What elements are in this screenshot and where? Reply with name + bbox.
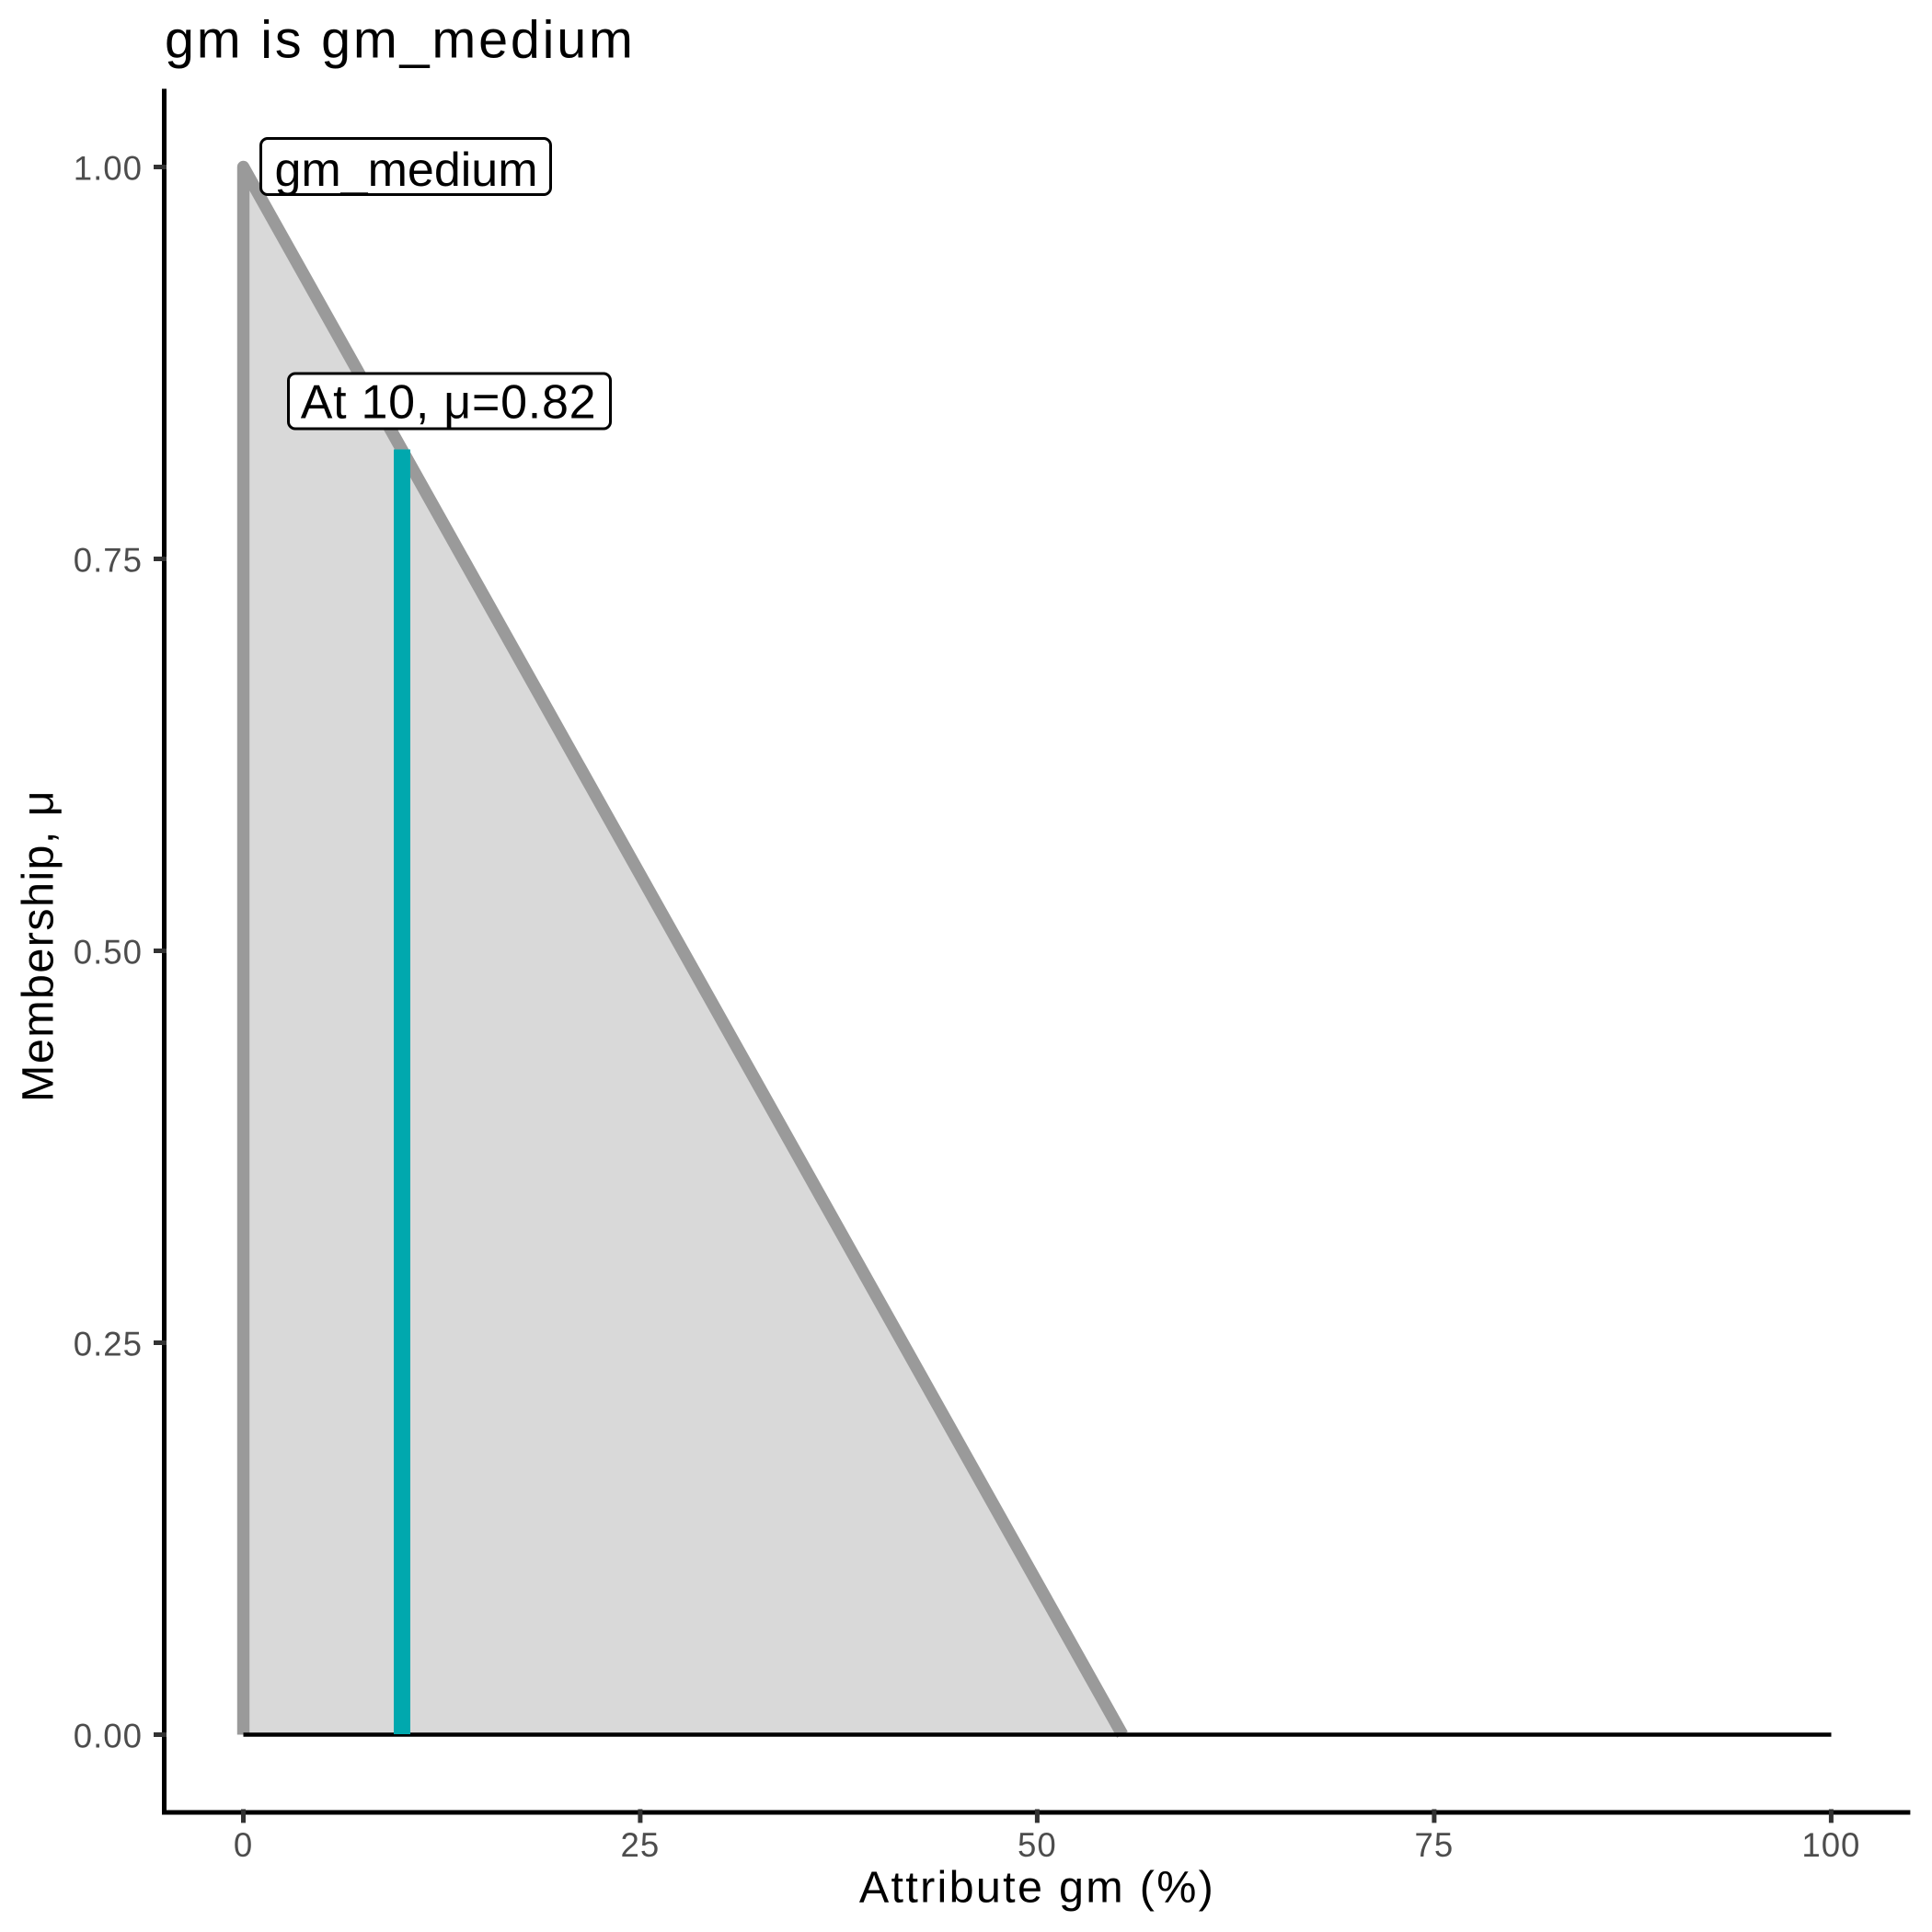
svg-text:At 10, μ=0.82: At 10, μ=0.82 <box>301 376 597 430</box>
svg-text:gm_medium: gm_medium <box>274 144 537 197</box>
svg-text:Attribute gm (%): Attribute gm (%) <box>859 1863 1215 1913</box>
svg-text:0: 0 <box>234 1826 253 1864</box>
svg-text:100: 100 <box>1801 1826 1860 1864</box>
svg-text:0.00: 0.00 <box>74 1718 143 1755</box>
svg-text:75: 75 <box>1415 1826 1455 1864</box>
svg-text:0.50: 0.50 <box>74 934 143 972</box>
svg-text:0.25: 0.25 <box>74 1326 143 1363</box>
svg-text:50: 50 <box>1018 1826 1057 1864</box>
svg-text:0.75: 0.75 <box>74 542 143 580</box>
svg-text:25: 25 <box>621 1826 661 1864</box>
svg-text:gm is gm_medium: gm is gm_medium <box>165 11 636 70</box>
svg-text:1.00: 1.00 <box>74 150 143 188</box>
svg-text:Membership, μ: Membership, μ <box>14 789 63 1102</box>
